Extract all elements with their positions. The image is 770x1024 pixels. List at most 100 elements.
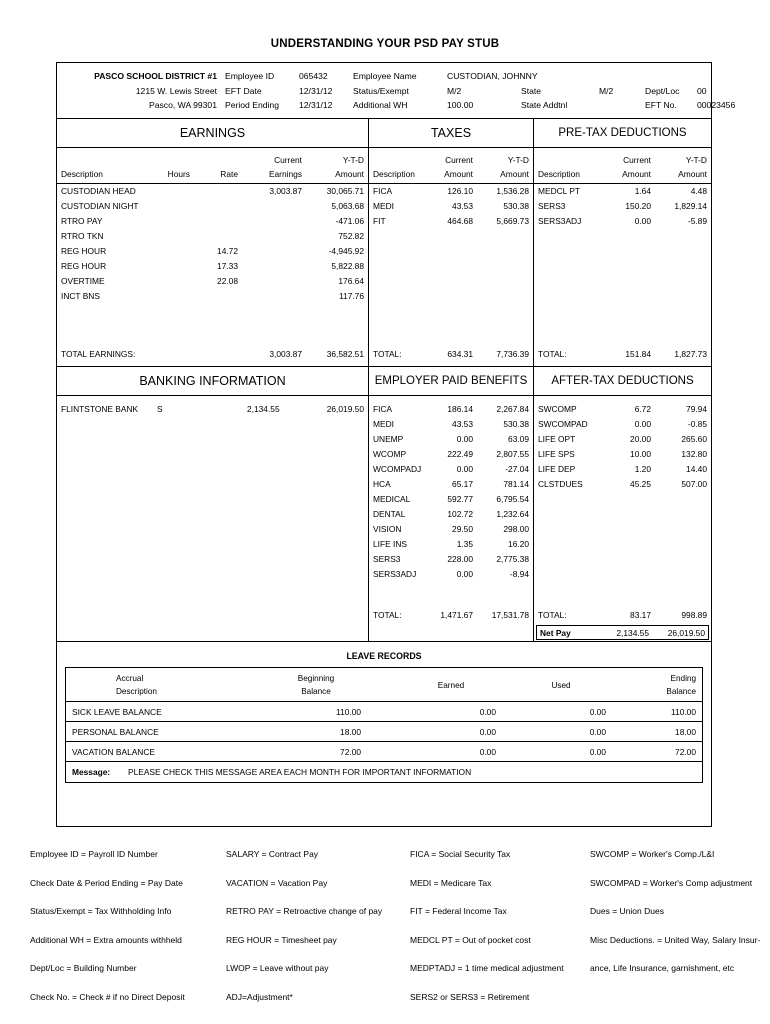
leave-description: PERSONAL BALANCE xyxy=(72,727,159,737)
table-row: LIFE DEP 1.20 14.40 xyxy=(534,462,711,477)
district-name: PASCO SCHOOL DISTRICT #1 xyxy=(94,71,217,81)
field-value-eft-date: 12/31/12 xyxy=(299,85,333,96)
row-current: 1.35 xyxy=(456,539,473,549)
district-address-block: PASCO SCHOOL DISTRICT #1 1215 W. Lewis S… xyxy=(57,69,217,113)
earnings-total-row: TOTAL EARNINGS: 3,003.87 36,582.51 xyxy=(57,347,368,362)
leave-beginning: 72.00 xyxy=(340,747,361,757)
leave-ending: 72.00 xyxy=(675,747,696,757)
table-row: REG HOUR 14.72 -4,945.92 xyxy=(57,244,368,259)
col-header-ytd-line1: Y-T-D xyxy=(342,155,364,165)
field-label-employee-id: Employee ID xyxy=(225,71,275,81)
row-current: 150.20 xyxy=(625,201,651,211)
row-current: 0.00 xyxy=(634,419,651,429)
glossary-item: MEDI = Medicare Tax xyxy=(410,877,492,888)
table-row: FICA 126.10 1,536.28 xyxy=(369,184,533,199)
table-row: SERS3 228.00 2,775.38 xyxy=(369,552,533,567)
row-rate: 14.72 xyxy=(217,246,238,256)
total-current: 3,003.87 xyxy=(269,349,302,359)
earnings-rows: CUSTODIAN HEAD 3,003.87 30,065.71 CUSTODIA… xyxy=(57,184,368,304)
row-current: 3,003.87 xyxy=(269,186,302,196)
table-row: MEDI 43.53 530.38 xyxy=(369,199,533,214)
table-row: SICK LEAVE BALANCE 110.00 0.00 0.00 110.… xyxy=(66,702,702,722)
aftertax-rows: SWCOMP 6.72 79.94 SWCOMPAD 0.00 -0.85 LIFE O… xyxy=(534,396,711,492)
table-row: HCA 65.17 781.14 xyxy=(369,477,533,492)
table-row: LIFE OPT 20.00 265.60 xyxy=(534,432,711,447)
col-header-current-line1: Current xyxy=(623,155,651,165)
row-ytd: 781.14 xyxy=(503,479,529,489)
taxes-rows: FICA 126.10 1,536.28 MEDI 43.53 530.38 FIT 46… xyxy=(369,184,533,229)
leave-used: 0.00 xyxy=(589,707,606,717)
row-description: FICA xyxy=(373,404,393,414)
table-row: SWCOMPAD 0.00 -0.85 xyxy=(534,417,711,432)
table-row: DENTAL 102.72 1,232.64 xyxy=(369,507,533,522)
glossary-item: Dept/Loc = Building Number xyxy=(30,963,137,973)
total-label: TOTAL: xyxy=(538,610,567,620)
leave-beginning: 110.00 xyxy=(336,707,361,717)
banking-information-section: BANKING INFORMATION FLINTSTONE BANK S 2,… xyxy=(57,367,369,641)
field-value-additional-wh: 100.00 xyxy=(447,100,474,110)
table-row: SERS3ADJ 0.00 -8.94 xyxy=(369,567,533,582)
total-current: 1,471.67 xyxy=(440,610,473,620)
glossary-column-1: Employee ID = Payroll ID Number Check Da… xyxy=(30,840,220,1011)
total-current: 634.31 xyxy=(447,349,473,359)
total-ytd: 17,531.78 xyxy=(491,610,529,620)
col-header-accrual-line1: Accrual xyxy=(116,674,144,683)
earnings-section-title: EARNINGS xyxy=(57,119,368,148)
total-label: TOTAL EARNINGS: xyxy=(61,349,136,359)
pretax-deductions-section: PRE-TAX DEDUCTIONS Description Current A… xyxy=(534,119,711,366)
col-header-used: Used xyxy=(551,681,571,690)
row-current: 6.72 xyxy=(634,404,651,414)
row-description: FICA xyxy=(373,186,393,196)
row-description: REG HOUR xyxy=(61,246,107,256)
row-ytd: -27.04 xyxy=(505,464,529,474)
message-text: PLEASE CHECK THIS MESSAGE AREA EACH MONT… xyxy=(128,767,472,777)
row-current: 0.00 xyxy=(456,569,473,579)
leave-earned: 0.00 xyxy=(479,707,496,717)
taxes-section-title: TAXES xyxy=(369,119,533,148)
header-row: Period Ending 12/31/12 Additional WH 100… xyxy=(225,98,735,113)
row-ytd: 530.38 xyxy=(503,201,529,211)
field-label-period-ending: Period Ending xyxy=(225,100,279,110)
glossary-item: FICA = Social Security Tax xyxy=(410,849,511,859)
row-current: 126.10 xyxy=(447,186,473,196)
benefits-section-title: EMPLOYER PAID BENEFITS xyxy=(369,367,533,396)
taxes-table-header: Description Current Amount Y-T-D Amount xyxy=(369,148,533,184)
table-row: LIFE SPS 10.00 132.80 xyxy=(534,447,711,462)
table-row: RTRO PAY -471.06 xyxy=(57,214,368,229)
row-ytd: 2,267.84 xyxy=(496,404,529,414)
field-value-eft-no: 00023456 xyxy=(697,100,736,110)
row-ytd: 530.38 xyxy=(503,419,529,429)
glossary-item: Status/Exempt = Tax Withholding Info xyxy=(30,906,172,916)
table-row: SWCOMP 6.72 79.94 xyxy=(534,402,711,417)
row-current: 186.14 xyxy=(447,404,473,414)
glossary-item: Dues = Union Dues xyxy=(590,906,664,916)
message-row: Message: PLEASE CHECK THIS MESSAGE AREA … xyxy=(66,762,702,782)
col-header-hours: Hours xyxy=(167,169,190,179)
table-row: RTRO TKN 752.82 xyxy=(57,229,368,244)
row-description: SERS3 xyxy=(373,554,401,564)
row-current: 0.00 xyxy=(456,464,473,474)
row-ytd: 2,807.55 xyxy=(496,449,529,459)
benefits-rows: FICA 186.14 2,267.84 MEDI 43.53 530.38 UNEMP… xyxy=(369,396,533,582)
earnings-taxes-pretax-band: EARNINGS Description Hours Rate Current … xyxy=(57,119,711,367)
benefits-total-row: TOTAL: 1,471.67 17,531.78 xyxy=(369,608,533,623)
leave-ending: 110.00 xyxy=(671,707,696,717)
row-description: CUSTODIAN HEAD xyxy=(61,186,136,196)
glossary-item: MEDCL PT = Out of pocket cost xyxy=(410,934,531,945)
row-description: DENTAL xyxy=(373,509,406,519)
row-ytd: 5,063.68 xyxy=(331,201,364,211)
total-label: TOTAL: xyxy=(373,349,402,359)
table-row: UNEMP 0.00 63.09 xyxy=(369,432,533,447)
row-ytd: 132.80 xyxy=(681,449,707,459)
row-current: 10.00 xyxy=(630,449,651,459)
total-label: TOTAL: xyxy=(538,349,567,359)
table-row: WCOMPADJ 0.00 -27.04 xyxy=(369,462,533,477)
aftertax-deductions-section: AFTER-TAX DEDUCTIONS SWCOMP 6.72 79.94 SWC… xyxy=(534,367,711,641)
row-current: 20.00 xyxy=(630,434,651,444)
table-row: MEDI 43.53 530.38 xyxy=(369,417,533,432)
row-ytd: 1,232.64 xyxy=(496,509,529,519)
leave-used: 0.00 xyxy=(589,747,606,757)
leave-records-section: LEAVE RECORDS Accrual Description Beginn… xyxy=(57,642,711,796)
bank-current-amount: 2,134.55 xyxy=(247,404,280,414)
